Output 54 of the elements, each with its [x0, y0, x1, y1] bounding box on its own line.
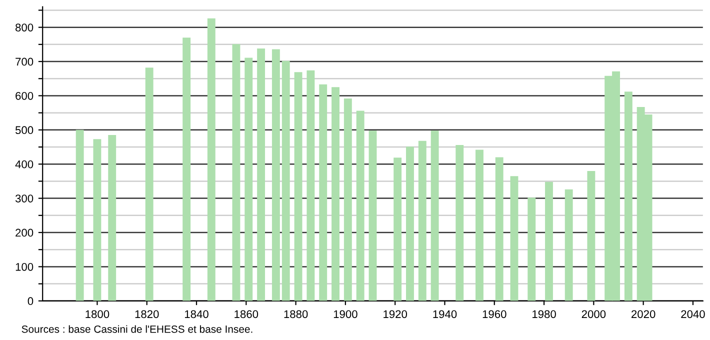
bar [356, 110, 364, 301]
bar [76, 130, 84, 301]
y-tick-label: 700 [16, 58, 34, 66]
x-tick-label: 2020 [632, 310, 656, 318]
bar [624, 92, 632, 301]
x-tick-label: 2000 [582, 310, 606, 318]
bar [232, 44, 240, 301]
x-tick-label: 1960 [482, 310, 506, 318]
source-note: Sources : base Cassini de l'EHESS et base Insee. [22, 325, 252, 333]
bar [430, 130, 439, 301]
y-tick-label: 800 [16, 24, 34, 32]
bar [564, 189, 573, 301]
y-tick-label: 500 [15, 126, 34, 134]
bar [145, 68, 154, 301]
bar [257, 48, 266, 301]
bar [418, 140, 426, 301]
x-tick-label: 1920 [384, 310, 408, 318]
bar [319, 84, 328, 301]
x-tick-label: 1820 [135, 310, 159, 318]
y-tick-label: 600 [16, 92, 34, 100]
bar [272, 49, 280, 301]
x-tick-label: 2040 [681, 310, 705, 318]
bar [528, 198, 536, 301]
bar [344, 98, 352, 301]
x-tick-label: 1900 [334, 310, 358, 318]
bar [587, 170, 596, 301]
bar [545, 182, 553, 301]
y-tick-label: 100 [16, 262, 34, 271]
bar [294, 72, 302, 301]
bar [244, 58, 253, 301]
x-tick-label: 1980 [532, 310, 556, 318]
y-tick-label: 0 [28, 297, 34, 306]
bar [108, 135, 116, 301]
x-tick-label: 1880 [284, 310, 308, 318]
x-tick-label: 1860 [234, 310, 258, 318]
bar [207, 18, 216, 301]
y-tick-label: 200 [16, 228, 34, 237]
bar [456, 144, 464, 301]
bar [406, 146, 414, 301]
bar [394, 158, 402, 301]
bar [306, 70, 315, 301]
x-tick-label: 1940 [433, 310, 457, 318]
bar [282, 60, 290, 301]
y-tick-label: 400 [15, 160, 34, 168]
bar [510, 176, 518, 301]
bar [93, 139, 102, 301]
bar [476, 150, 484, 301]
bar [182, 38, 191, 301]
x-tick-label: 1800 [86, 310, 110, 318]
y-tick-label: 300 [15, 194, 34, 202]
bar [368, 130, 377, 301]
x-tick-label: 1840 [184, 310, 208, 318]
bar [332, 87, 340, 301]
bar [495, 157, 504, 301]
